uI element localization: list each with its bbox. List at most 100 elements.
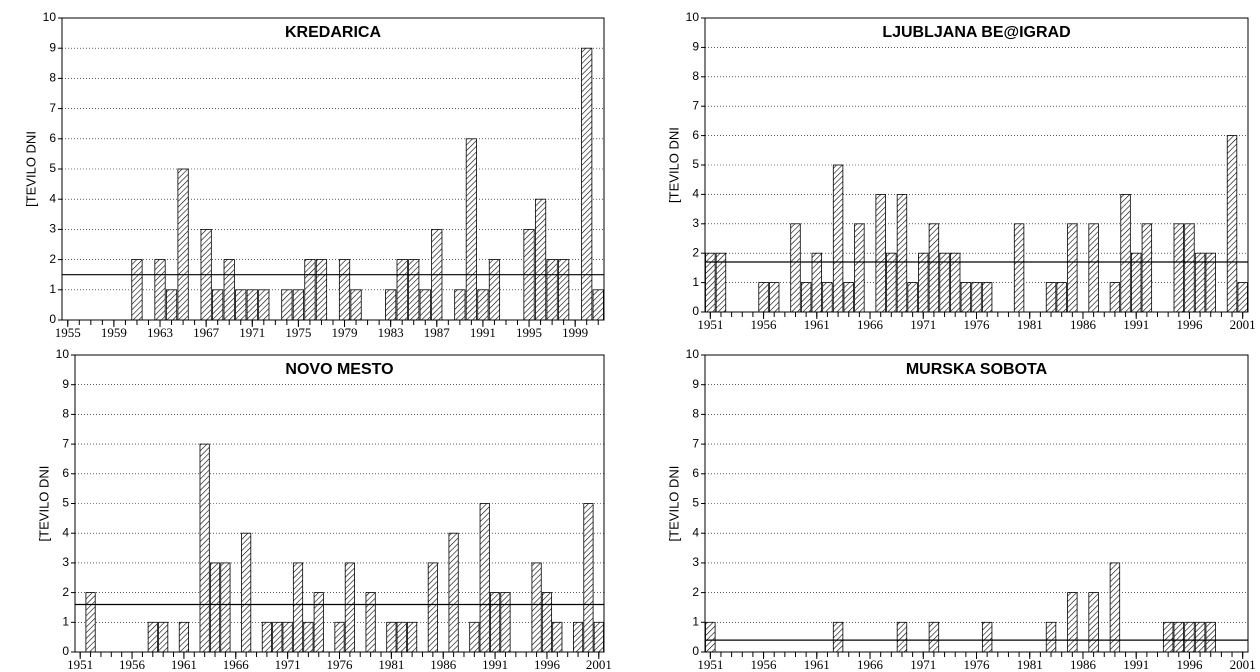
y-tick-label: 0: [49, 312, 56, 326]
y-axis-label: [TEVILO DNI: [36, 466, 51, 542]
bar: [304, 259, 316, 321]
y-tick-label: 6: [62, 466, 69, 480]
bar: [1162, 621, 1174, 653]
x-tick-label: 1976: [964, 657, 991, 672]
bar: [292, 562, 304, 653]
chart-title: LJUBLJANA BE@IGRAD: [882, 24, 1070, 41]
bar: [1184, 621, 1195, 653]
x-tick-label: 1996: [1176, 657, 1203, 672]
x-tick-label: 1981: [1017, 657, 1043, 672]
x-tick-label: 1986: [1070, 317, 1097, 332]
bar: [1194, 621, 1206, 653]
bar: [1109, 282, 1121, 313]
x-tick-label: 1955: [55, 325, 81, 340]
y-tick-label: 6: [692, 128, 699, 142]
bar: [177, 168, 189, 321]
y-tick-label: 0: [692, 304, 699, 318]
y-tick-label: 8: [49, 71, 56, 85]
plot-frame: [704, 354, 1249, 653]
y-tick-label: 1: [62, 614, 69, 628]
chart-title: NOVO MESTO: [285, 361, 393, 378]
y-tick-label: 9: [692, 40, 699, 54]
bar: [1067, 223, 1078, 313]
y-tick-label: 7: [692, 436, 699, 450]
y-tick-label: 4: [692, 187, 699, 201]
bar: [1088, 223, 1099, 313]
bar: [558, 259, 570, 321]
bar: [396, 259, 408, 321]
bar: [465, 138, 477, 321]
y-tick-label: 3: [62, 555, 69, 569]
bar: [479, 503, 490, 653]
bar: [705, 621, 716, 653]
y-tick-label: 8: [692, 407, 699, 421]
x-tick-label: 1966: [857, 317, 884, 332]
x-tick-label: 1996: [1176, 317, 1203, 332]
bar: [928, 621, 940, 653]
bar: [769, 282, 780, 313]
bar: [386, 621, 397, 653]
x-tick-label: 1961: [804, 317, 830, 332]
bar: [220, 562, 231, 653]
y-tick-label: 8: [692, 69, 699, 83]
bar: [534, 198, 547, 321]
y-tick-label: 1: [49, 282, 56, 296]
bar: [454, 289, 466, 321]
x-tick-label: 1956: [119, 657, 146, 672]
bar: [1226, 135, 1238, 313]
bar: [1109, 562, 1121, 653]
bar: [147, 621, 158, 653]
y-tick-label: 10: [56, 347, 70, 361]
bar: [1088, 592, 1099, 653]
x-tick-label: 1966: [857, 657, 884, 672]
bar: [592, 289, 604, 321]
bar: [223, 259, 235, 321]
x-tick-label: 1976: [327, 657, 354, 672]
bar: [500, 592, 511, 653]
x-tick-label: 2001: [1230, 317, 1256, 332]
y-tick-label: 4: [49, 191, 56, 205]
bar: [338, 259, 351, 321]
x-tick-label: 1963: [147, 325, 173, 340]
bar: [552, 621, 563, 653]
bar: [896, 193, 908, 313]
y-tick-label: 5: [692, 496, 699, 510]
y-tick-label: 9: [692, 377, 699, 391]
y-tick-label: 7: [62, 436, 69, 450]
x-tick-label: 1956: [751, 657, 778, 672]
bar: [1120, 193, 1131, 313]
y-tick-label: 10: [43, 10, 57, 24]
plot-frame: [61, 17, 605, 321]
x-tick-label: 1971: [910, 657, 936, 672]
x-tick-label: 1991: [482, 657, 508, 672]
y-axis-label: [TEVILO DNI: [666, 466, 681, 542]
x-tick-label: 1991: [1123, 317, 1149, 332]
y-tick-label: 3: [692, 555, 699, 569]
y-tick-label: 8: [62, 407, 69, 421]
bar: [131, 259, 143, 321]
bar: [1173, 621, 1184, 653]
bar: [875, 193, 886, 313]
y-tick-label: 2: [62, 585, 69, 599]
bar: [209, 562, 221, 653]
y-tick-label: 3: [49, 222, 56, 236]
bar: [907, 282, 918, 313]
y-tick-label: 7: [49, 101, 56, 115]
bar: [199, 443, 210, 653]
bar: [854, 223, 865, 313]
bar: [315, 259, 328, 321]
y-tick-label: 5: [692, 157, 699, 171]
y-tick-label: 0: [62, 644, 69, 658]
bar: [1205, 621, 1216, 653]
bar: [490, 592, 501, 653]
bar: [469, 621, 480, 653]
bar: [282, 621, 293, 653]
x-tick-label: 1976: [964, 317, 991, 332]
x-tick-label: 1961: [171, 657, 197, 672]
bar: [583, 503, 594, 653]
bar: [981, 282, 993, 313]
y-tick-label: 0: [692, 644, 699, 658]
chart-title: MURSKA SOBOTA: [906, 361, 1048, 378]
x-tick-label: 1961: [804, 657, 830, 672]
y-tick-label: 4: [62, 525, 69, 539]
